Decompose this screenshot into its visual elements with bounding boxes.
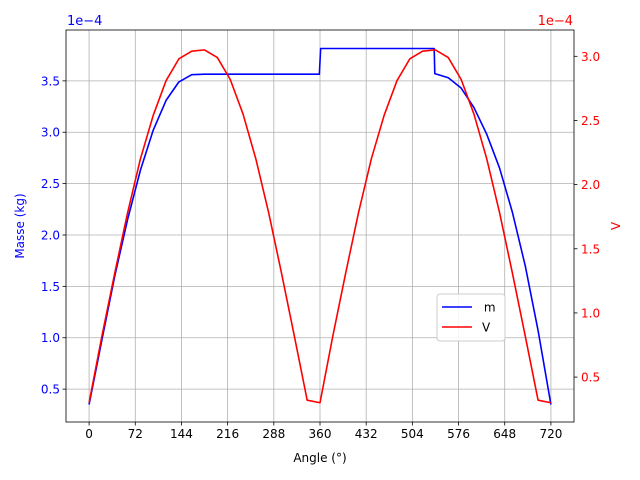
x-tick-label: 72 [128,427,143,441]
y-left-tick-label: 1.5 [41,280,60,294]
series-line-v [88,49,552,404]
series-layer [88,47,552,405]
x-tick-label: 144 [170,427,193,441]
y-axis-right: 0.5 1.0 1.5 2.0 2.5 3.0 [574,50,600,385]
grid [66,30,574,422]
y-left-tick-label: 0.5 [41,383,60,397]
x-axis: 0 72 144 216 288 360 432 504 576 648 720 [85,422,562,441]
legend-label-m: m [480,301,496,315]
x-axis-label: Angle (°) [293,451,346,465]
offset-right: 1e−4 [538,14,573,29]
y-right-tick-label: 1.5 [581,242,600,256]
x-tick-label: 504 [401,427,424,441]
y-left-tick-label: 2.0 [41,228,60,242]
y-axis-left: 0.5 1.0 1.5 2.0 2.5 3.0 3.5 [41,74,66,397]
y-right-tick-label: 1.0 [581,306,600,320]
x-tick-label: 0 [85,427,93,441]
x-tick-label: 576 [447,427,470,441]
y-left-tick-label: 3.0 [41,126,60,140]
legend-box [436,293,506,342]
y-axis-left-label: Masse (kg) [13,193,27,258]
y-right-tick-label: 2.0 [581,178,600,192]
x-tick-label: 432 [355,427,378,441]
x-tick-label: 648 [493,427,516,441]
offset-left: 1e−4 [67,14,102,29]
x-tick-label: 216 [216,427,239,441]
legend-label-v: V [482,321,491,335]
y-right-tick-label: 3.0 [581,50,600,64]
x-tick-label: 288 [262,427,285,441]
legend: m V [436,293,506,342]
y-left-tick-label: 1.0 [41,331,60,345]
y-right-tick-label: 2.5 [581,114,600,128]
x-tick-label: 720 [539,427,562,441]
series-line-m [88,47,552,405]
y-right-tick-label: 0.5 [581,371,600,385]
x-tick-label: 360 [309,427,332,441]
y-left-tick-label: 2.5 [41,177,60,191]
y-axis-right-label: V [609,221,623,230]
y-left-tick-label: 3.5 [41,74,60,88]
